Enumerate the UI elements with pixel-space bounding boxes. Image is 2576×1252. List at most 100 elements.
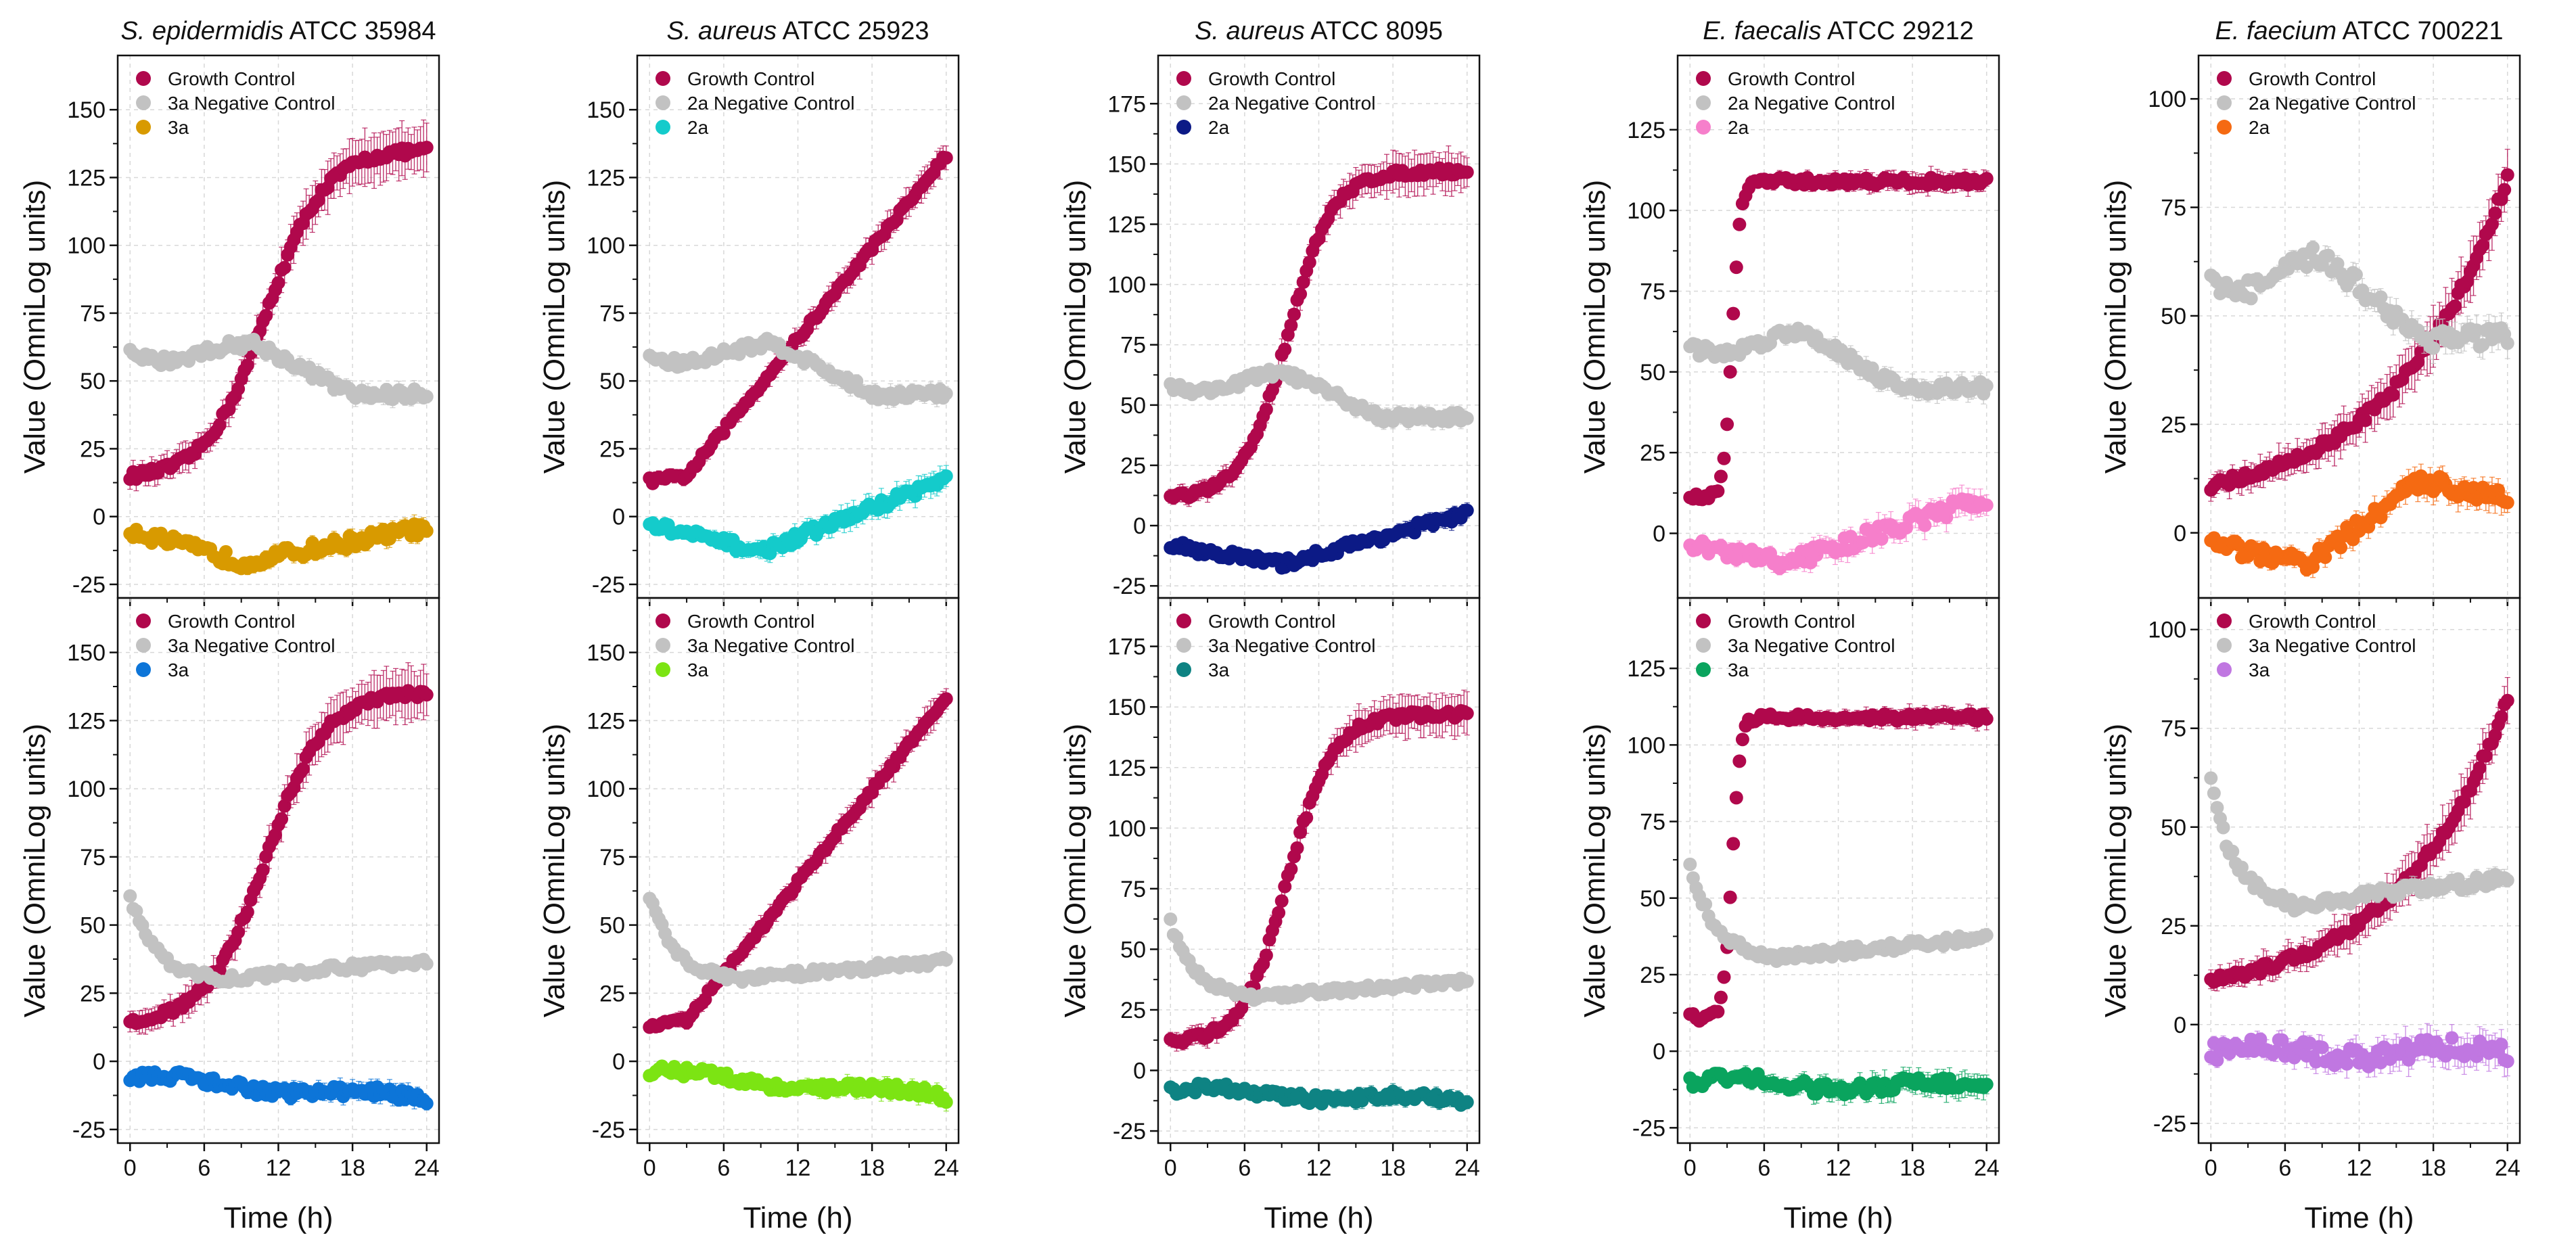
data-point [1460, 165, 1474, 179]
data-point [1979, 498, 1994, 512]
legend-entry: 2a Negative Control [1208, 93, 1375, 114]
species-name: S. aureus [667, 17, 777, 45]
legend-entry: 3a Negative Control [168, 93, 335, 114]
panel-title: S. aureus ATCC 25923 [667, 17, 929, 45]
data-point [1720, 417, 1734, 432]
panel-title: S. aureus ATCC 8095 [1195, 17, 1443, 45]
y-tick-label: 25 [599, 436, 625, 462]
species-name: E. faecalis [1703, 17, 1821, 45]
y-axis-label: Value (OmniLog units) [18, 180, 51, 474]
series-3a-negative-control [123, 332, 434, 409]
panel-4: 0 25 50 75 100 125 Value (OmniLog units) Growth… [1578, 54, 2000, 606]
data-point [240, 358, 254, 372]
data-point [1259, 402, 1273, 417]
data-point [277, 260, 292, 275]
legend: Growth Control 2a Negative Control 2a [1176, 68, 1375, 138]
legend-marker [656, 120, 670, 135]
y-tick-label: -25 [72, 572, 106, 598]
y-tick-label: 100 [1627, 198, 1665, 224]
data-point [1460, 503, 1474, 517]
y-tick-label: 0 [1653, 521, 1665, 547]
legend-entry: 2a Negative Control [687, 93, 854, 114]
legend-marker [1176, 95, 1191, 110]
legend-marker [1176, 71, 1191, 86]
y-tick-label: 25 [80, 436, 106, 462]
panel-title: S. epidermidis ATCC 35984 [120, 17, 436, 45]
legend-marker [656, 95, 670, 110]
strain-name: ATCC 35984 [283, 17, 436, 45]
panel-title: E. faecalis ATCC 29212 [1703, 17, 1974, 45]
data-point [1278, 342, 1292, 356]
species-name: S. aureus [1195, 17, 1305, 45]
y-tick-label: 25 [1120, 453, 1146, 479]
data-point [218, 544, 233, 559]
legend-entry: 2a [1208, 117, 1230, 138]
y-tick-label: 125 [1627, 118, 1665, 143]
y-tick-label: 150 [1107, 152, 1146, 177]
y-axis-label: Value (OmniLog units) [1578, 180, 1611, 474]
y-tick-label: 50 [1640, 360, 1665, 386]
data-point [1711, 484, 1725, 499]
y-tick-label: 0 [93, 505, 106, 530]
y-tick-label: -25 [592, 572, 625, 598]
y-tick-label: 75 [1640, 279, 1665, 304]
legend: Growth Control 3a Negative Control 3a [136, 68, 335, 138]
legend: Growth Control 2a Negative Control 2a [656, 68, 854, 138]
legend-marker [1176, 120, 1191, 135]
strain-name: ATCC 700221 [2337, 17, 2503, 45]
data-point [419, 141, 434, 155]
data-point [1723, 365, 1737, 379]
legend-marker [1696, 71, 1711, 86]
legend-entry: Growth Control [1728, 68, 1855, 89]
legend: Growth Control 2a Negative Control 2a [1696, 68, 1895, 138]
legend-entry: Growth Control [687, 68, 814, 89]
data-point [939, 386, 953, 400]
legend-marker [1696, 95, 1711, 110]
data-point [1874, 532, 1889, 546]
legend-entry: 2a Negative Control [1728, 93, 1895, 114]
data-point [1729, 260, 1743, 275]
legend-entry: Growth Control [1208, 68, 1335, 89]
data-point [419, 390, 434, 404]
legend-marker [136, 120, 151, 135]
series-2a [643, 465, 953, 563]
data-point [1732, 217, 1747, 231]
y-tick-label: 125 [1107, 212, 1146, 238]
y-tick-label: 0 [612, 505, 625, 530]
data-point [1460, 411, 1474, 425]
panel-1: -25 0 25 50 75 100 125 150 Value (OmniLog units)… [18, 54, 440, 606]
y-tick-label: 150 [67, 97, 106, 123]
y-tick-label: 25 [1640, 440, 1665, 466]
y-tick-label: 50 [80, 369, 106, 394]
legend-marker [1696, 120, 1711, 135]
y-tick-label: 100 [67, 233, 106, 259]
data-point [1714, 469, 1728, 484]
y-tick-label: 125 [586, 165, 625, 191]
legend-entry: Growth Control [168, 68, 295, 89]
species-name: S. epidermidis [120, 17, 283, 45]
y-axis-label: Value (OmniLog units) [538, 180, 571, 474]
y-tick-label: 100 [1107, 273, 1146, 298]
data-point [212, 418, 227, 432]
series-growth-control [123, 119, 434, 492]
data-point [1979, 379, 1994, 393]
series-growth-control [643, 145, 953, 490]
strain-name: ATCC 29212 [1822, 17, 1974, 45]
y-tick-label: 50 [599, 369, 625, 394]
data-point [1717, 451, 1731, 465]
panel-2: -25 0 25 50 75 100 125 150 Value (OmniLog units)… [538, 54, 960, 606]
data-point [939, 151, 953, 165]
species-name: E. faecium [2215, 17, 2337, 45]
data-point [1287, 307, 1301, 321]
y-tick-label: 50 [1120, 393, 1146, 419]
series-2a-negative-control [643, 331, 953, 409]
legend-entry: 2a [687, 117, 709, 138]
legend-entry: 3a [168, 117, 189, 138]
series-3a [123, 514, 434, 576]
panel-3: -25 0 25 50 75 100 125 150 175 Value (OmniLog uni… [1059, 54, 1481, 606]
y-tick-label: -25 [1113, 574, 1146, 599]
data-point [259, 308, 273, 323]
legend-marker [136, 71, 151, 86]
